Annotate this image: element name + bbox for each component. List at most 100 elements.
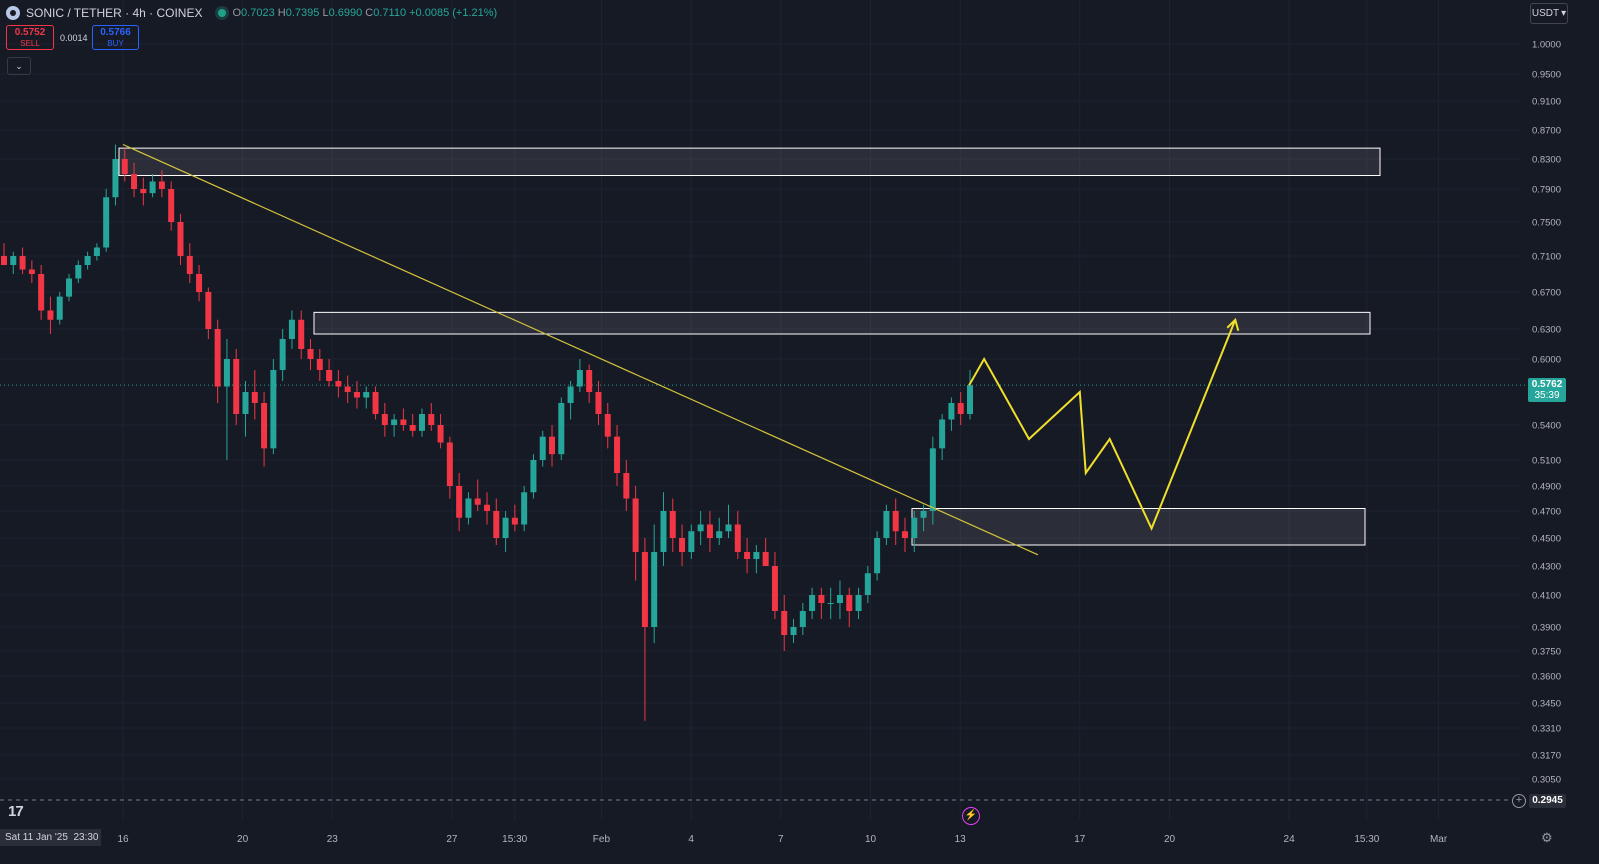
sell-button[interactable]: 0.5752 SELL (6, 25, 54, 50)
candle-body (428, 414, 435, 425)
bar-countdown: 35:39 (1534, 390, 1560, 401)
candle-body (112, 159, 119, 198)
projection-path (968, 319, 1237, 532)
candle-body (781, 611, 788, 635)
time-tick-label: 7 (778, 834, 784, 845)
price-tick-label: 0.7900 (1532, 185, 1561, 196)
symbol-title[interactable]: SONIC / TETHER · 4h · COINEX (26, 6, 203, 20)
candle-body (363, 392, 370, 398)
candle-body (372, 392, 379, 414)
projection-arrowhead (1226, 317, 1240, 332)
current-price-label: 0.5762 35:39 (1528, 378, 1566, 402)
time-tick-label: Feb (593, 834, 611, 845)
candle-body (131, 174, 138, 189)
candle-body (799, 611, 806, 627)
price-tick-label: 0.6000 (1532, 355, 1561, 366)
candle-body (855, 595, 862, 611)
candle-body (586, 370, 593, 392)
candle-body (920, 511, 927, 518)
time-tick-label: 24 (1284, 834, 1296, 845)
candle-body (456, 486, 463, 518)
candle-body (632, 498, 639, 552)
candle-body (84, 256, 91, 265)
candle-body (688, 531, 695, 552)
candle-body (140, 189, 147, 194)
candle-body (474, 498, 481, 505)
price-axis[interactable]: 1.0000 0.9500 0.9100 0.8700 0.8300 0.7900 0.75… (1532, 40, 1561, 786)
candle-body (502, 517, 509, 538)
candle-body (669, 511, 676, 538)
candle-body (511, 517, 518, 525)
candle-body (716, 531, 723, 538)
drawings[interactable] (122, 143, 1240, 556)
sell-price: 0.5752 (14, 27, 46, 38)
candle-body (697, 524, 704, 532)
collapse-legend-button[interactable]: ⌄ (7, 57, 31, 75)
candle-body (437, 425, 444, 443)
candle-body (790, 627, 797, 635)
lightning-event-icon[interactable]: ⚡ (962, 807, 980, 825)
time-axis[interactable]: 16 20 23 27 15:30 Feb 4 7 10 13 17 20 24 15:30 Mar (117, 834, 1447, 845)
price-zone-rect (911, 508, 1366, 546)
candle-body (539, 436, 546, 460)
candle-body (307, 349, 314, 359)
tradingview-logo-icon[interactable]: 17 (8, 803, 24, 820)
candle-body (205, 292, 212, 329)
price-tick-label: 0.9500 (1532, 70, 1561, 81)
time-tick-label: 15:30 (502, 834, 527, 845)
candle-body (948, 403, 955, 420)
candle-body (75, 265, 82, 279)
candle-body (400, 419, 407, 425)
candle-body (270, 370, 277, 449)
candle-body (279, 339, 286, 370)
candle-body (892, 511, 899, 532)
candle-body (827, 603, 834, 604)
settings-gear-icon[interactable]: ⚙ (1541, 830, 1553, 845)
candle-body (939, 419, 946, 449)
crosshair-date-label: Sat 11 Jan '25 23:30 (0, 829, 101, 846)
candle-body (344, 386, 351, 392)
price-tick-label: 0.4300 (1532, 562, 1561, 573)
candle-body (121, 159, 128, 174)
candle-body (158, 181, 165, 189)
price-tick-label: 0.5100 (1532, 456, 1561, 467)
candle-body (762, 552, 769, 566)
candle-body (465, 498, 472, 518)
price-zone-rect (118, 147, 1381, 176)
price-tick-label: 0.3310 (1532, 724, 1561, 735)
price-tick-label: 0.3050 (1532, 775, 1561, 786)
resistance-support-zones[interactable] (118, 147, 1381, 546)
chart-header: SONIC / TETHER · 4h · COINEX O0.7023 H0.… (6, 4, 497, 22)
candle-body (446, 442, 453, 486)
buy-button[interactable]: 0.5766 BUY (92, 25, 139, 50)
candle-body (679, 538, 686, 552)
candle-body (326, 370, 333, 381)
candle-body (288, 319, 295, 339)
price-tick-label: 1.0000 (1532, 40, 1561, 51)
candle-body (846, 595, 853, 611)
candle-body (177, 222, 184, 256)
time-tick-label: 4 (688, 834, 694, 845)
price-tick-label: 0.8700 (1532, 126, 1561, 137)
price-tick-label: 0.5400 (1532, 421, 1561, 432)
time-tick-label: 23 (327, 834, 339, 845)
price-tick-label: 0.3600 (1532, 672, 1561, 683)
add-alert-plus-icon[interactable]: + (1512, 794, 1526, 808)
currency-select[interactable]: USDT ▾ (1530, 3, 1568, 24)
candle-body (10, 256, 17, 265)
time-tick-label: 16 (117, 834, 129, 845)
currency-label: USDT (1531, 8, 1560, 19)
candle-body (567, 386, 574, 403)
price-tick-label: 0.3750 (1532, 647, 1561, 658)
price-tick-label: 0.6700 (1532, 288, 1561, 299)
candle-body (911, 517, 918, 538)
candle-body (874, 538, 881, 574)
candlestick-series (1, 144, 973, 721)
candle-body (818, 595, 825, 603)
candle-body (521, 492, 528, 525)
candle-body (223, 359, 230, 387)
candle-body (484, 504, 490, 511)
low-price-marker: 0.2945 (1529, 794, 1566, 808)
candle-body (353, 392, 360, 398)
